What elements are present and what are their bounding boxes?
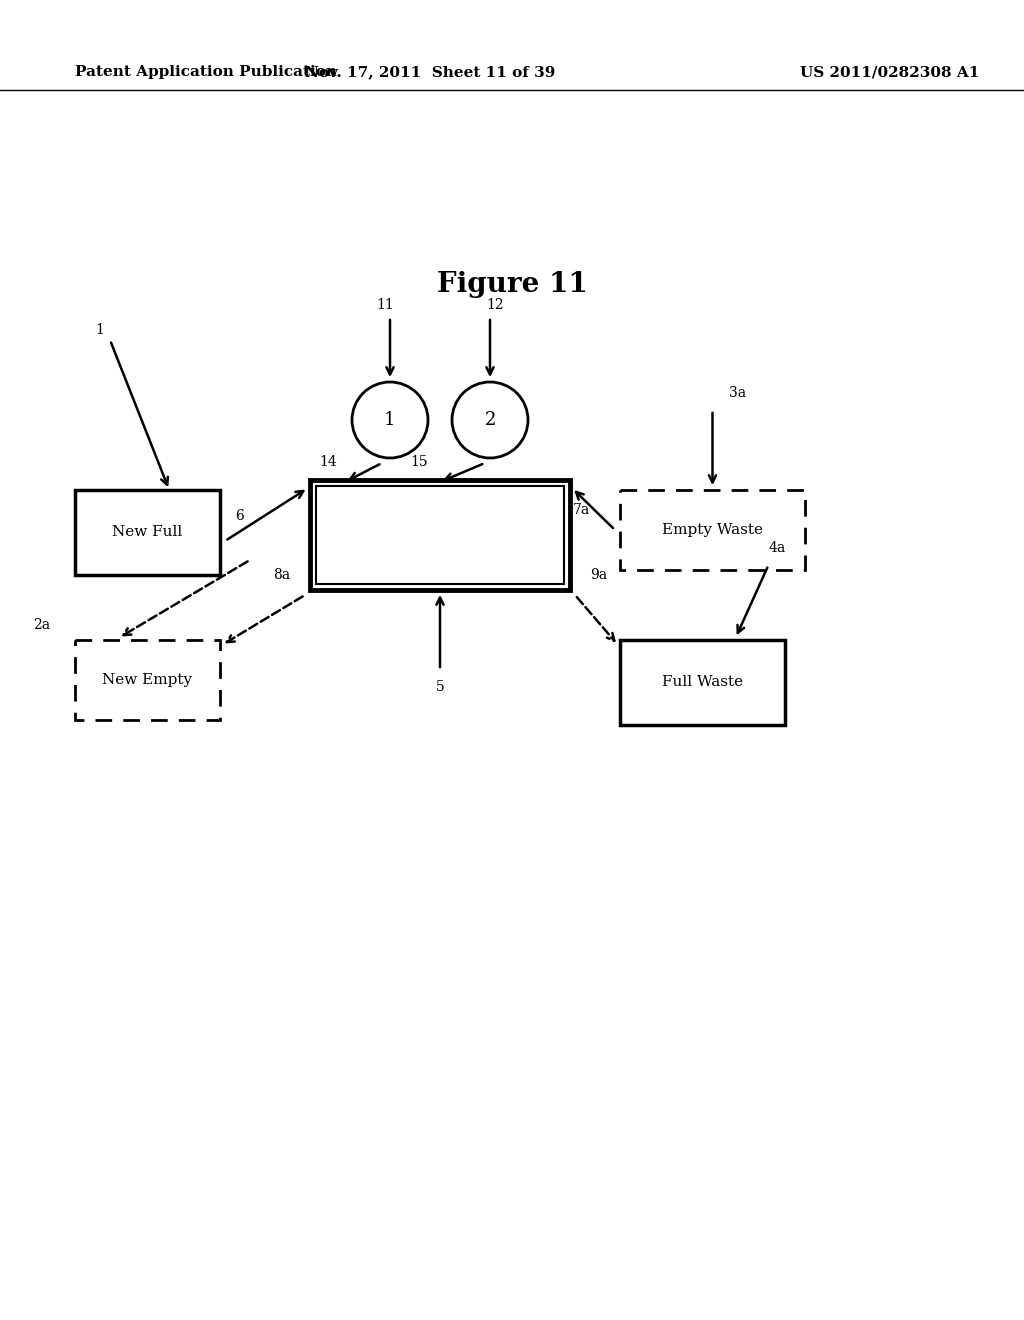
Text: 9a: 9a xyxy=(590,568,607,582)
Text: 3a: 3a xyxy=(729,385,746,400)
Text: 2a: 2a xyxy=(33,618,50,632)
Bar xyxy=(310,480,570,590)
Text: Figure 11: Figure 11 xyxy=(436,272,588,298)
Text: Full Waste: Full Waste xyxy=(662,676,743,689)
Text: 15: 15 xyxy=(411,455,428,469)
Bar xyxy=(75,490,220,576)
Text: 4a: 4a xyxy=(768,541,785,554)
Bar xyxy=(316,486,564,583)
Text: 12: 12 xyxy=(486,298,504,312)
Bar xyxy=(620,490,805,570)
Text: 14: 14 xyxy=(319,455,337,469)
Text: 7a: 7a xyxy=(572,503,590,517)
Text: 8a: 8a xyxy=(272,568,290,582)
Text: 1: 1 xyxy=(95,323,104,337)
Text: US 2011/0282308 A1: US 2011/0282308 A1 xyxy=(801,65,980,79)
Text: Nov. 17, 2011  Sheet 11 of 39: Nov. 17, 2011 Sheet 11 of 39 xyxy=(305,65,555,79)
Text: 2: 2 xyxy=(484,411,496,429)
Text: New Full: New Full xyxy=(113,525,182,540)
Text: 11: 11 xyxy=(376,298,394,312)
Text: 1: 1 xyxy=(384,411,395,429)
Text: New Empty: New Empty xyxy=(102,673,193,686)
Bar xyxy=(75,640,220,719)
Bar xyxy=(620,640,785,725)
Text: Patent Application Publication: Patent Application Publication xyxy=(75,65,337,79)
Text: 5: 5 xyxy=(435,680,444,694)
Text: Empty Waste: Empty Waste xyxy=(662,523,763,537)
Text: 6: 6 xyxy=(234,508,244,523)
